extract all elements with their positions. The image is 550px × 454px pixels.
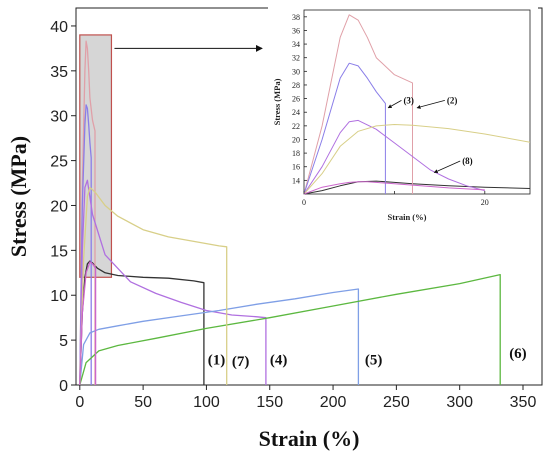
inset-series-line-4: [303, 119, 485, 195]
curve-label: (6): [509, 346, 527, 362]
y-tick-label: 40: [50, 19, 68, 36]
y-tick-label: 0: [59, 378, 68, 395]
y-tick-label: 30: [50, 109, 68, 126]
y-tick-label: 25: [50, 154, 68, 171]
series-line-4: [79, 179, 267, 386]
annotation-arrow: [387, 100, 402, 109]
series-line-7: [79, 186, 228, 386]
curve-label: (7): [232, 354, 250, 370]
inset-y-tick-label: 36: [292, 26, 300, 35]
x-tick-label: 150: [256, 394, 283, 411]
inset-frame: [303, 9, 531, 195]
y-tick-label: 20: [50, 198, 68, 215]
inset-y-tick-label: 26: [292, 95, 300, 104]
annotation-label: (3): [403, 95, 414, 105]
inset-chart: 14 16 18 20 22 24 26 28 30 32 34 36 38 0 20 Strain (%) S…: [268, 6, 538, 230]
inset-y-tick-label: 38: [292, 13, 300, 22]
inset-y-axis-title: Stress (MPa): [272, 78, 282, 125]
curve-label: (5): [365, 352, 383, 368]
inset-y-tick-label: 22: [292, 122, 300, 131]
x-axis-title: Strain (%): [259, 426, 360, 451]
inset-series-line-6: [303, 181, 485, 195]
x-tick-label: 250: [383, 394, 410, 411]
annotation-arrow: [433, 160, 461, 173]
inset-x-axis-title: Strain (%): [388, 212, 427, 222]
x-tick-label: 350: [510, 394, 537, 411]
annotation-arrow: [416, 99, 445, 109]
inset-series-line-2: [303, 14, 413, 195]
series-line-8: [79, 261, 97, 386]
inset-y-tick-label: 30: [292, 67, 300, 76]
inset-series-line-3: [303, 62, 386, 195]
curve-label: (4): [270, 352, 288, 368]
series-line-3: [79, 104, 92, 386]
inset-y-tick-label: 24: [292, 108, 300, 117]
series-line-1: [79, 260, 205, 386]
y-tick-label: 5: [59, 333, 68, 350]
y-tick-label: 35: [50, 64, 68, 81]
inset-series-line-5: [303, 124, 531, 195]
inset-y-tick-label: 34: [292, 40, 300, 49]
inset-y-tick-label: 16: [292, 163, 300, 172]
x-tick-label: 200: [320, 394, 347, 411]
curve-label: (1): [208, 352, 226, 368]
annotation-label: (2): [447, 95, 458, 105]
inset-background: [268, 6, 538, 230]
annotation-label: (8): [462, 156, 473, 166]
x-tick-label: 0: [75, 394, 84, 411]
main-chart: 0 50 100 150 200 250 300 3500510152025303540Str…: [6, 7, 543, 451]
x-tick-label: 100: [193, 394, 220, 411]
inset-x-tick-label: 20: [481, 198, 489, 207]
inset-y-tick-label: 18: [292, 149, 300, 158]
x-tick-label: 50: [134, 394, 152, 411]
y-tick-label: 10: [50, 288, 68, 305]
inset-x-tick-label: 0: [302, 198, 306, 207]
series-line-2: [79, 40, 96, 386]
y-tick-label: 15: [50, 243, 68, 260]
inset-y-tick-label: 20: [292, 135, 300, 144]
y-axis-title: Stress (MPa): [6, 136, 31, 257]
series-line-5: [79, 288, 360, 386]
inset-y-tick-label: 32: [292, 54, 300, 63]
inset-y-tick-label: 14: [292, 176, 300, 185]
series-line-6: [79, 273, 501, 386]
inset-y-tick-label: 28: [292, 81, 300, 90]
x-tick-label: 300: [446, 394, 473, 411]
